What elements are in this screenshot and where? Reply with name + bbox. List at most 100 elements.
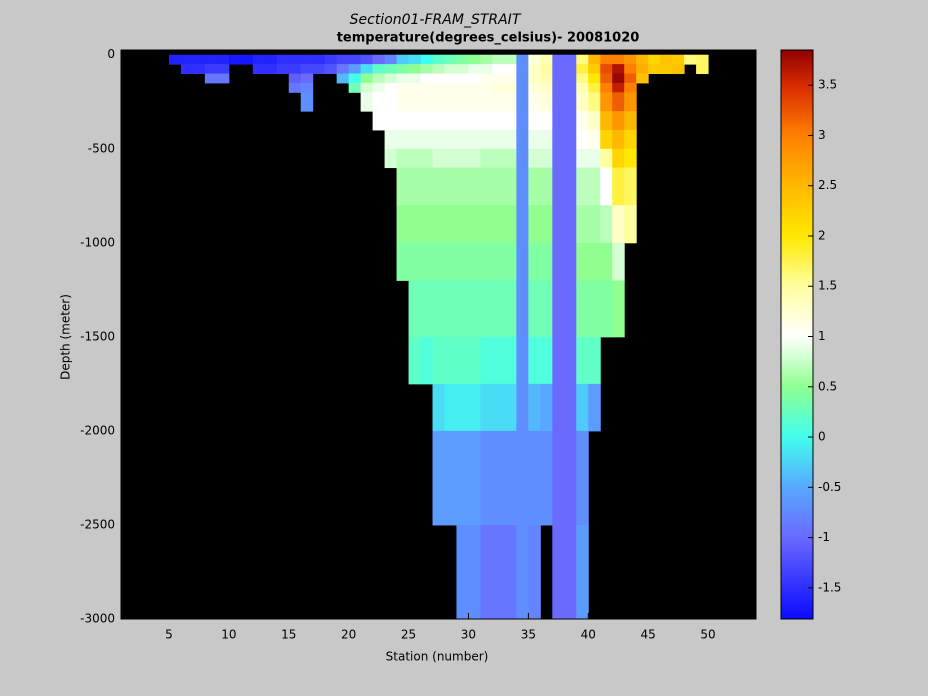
heat-cell xyxy=(528,280,541,338)
heat-cell xyxy=(516,129,529,150)
heat-cell xyxy=(540,73,553,84)
heat-cell xyxy=(444,242,457,281)
heat-cell xyxy=(516,430,529,526)
colorbar-tick-label: -1 xyxy=(818,530,830,544)
heat-cell xyxy=(444,92,457,112)
heat-cell xyxy=(360,64,374,75)
heat-cell xyxy=(540,383,553,432)
heat-cell xyxy=(348,73,362,84)
heat-cell xyxy=(204,64,218,75)
heat-cell xyxy=(432,167,445,206)
heat-cell xyxy=(408,336,422,385)
heat-cell xyxy=(516,73,529,84)
heat-cell xyxy=(612,64,625,75)
heat-cell xyxy=(468,336,481,385)
heat-cell xyxy=(552,73,565,84)
heat-cell xyxy=(528,167,541,206)
heat-cell xyxy=(624,64,637,75)
heat-cell xyxy=(600,54,613,65)
heat-cell xyxy=(588,73,601,84)
heat-cell xyxy=(576,383,589,432)
heat-cell xyxy=(396,64,410,75)
heat-cell xyxy=(432,430,445,526)
heat-cell xyxy=(516,524,529,620)
heat-cell xyxy=(420,129,434,150)
heat-cell xyxy=(420,336,434,385)
heat-cell xyxy=(492,64,505,75)
heat-cell xyxy=(516,242,529,281)
heat-cell xyxy=(540,205,553,244)
x-tick-label: 35 xyxy=(521,628,536,642)
heat-cell xyxy=(624,148,637,169)
heat-cell xyxy=(660,64,673,75)
colorbar-tick-label: 2 xyxy=(818,228,826,242)
heat-cell xyxy=(588,82,601,93)
heat-cell xyxy=(576,167,589,206)
heat-cell xyxy=(504,148,517,169)
heat-cell xyxy=(360,54,374,65)
heat-cell xyxy=(288,64,302,75)
x-tick-label: 20 xyxy=(341,628,356,642)
heat-cell xyxy=(396,167,410,206)
heat-cell xyxy=(564,167,577,206)
heat-cell xyxy=(552,129,565,150)
heat-cell xyxy=(564,64,577,75)
heat-cell xyxy=(480,205,493,244)
heat-cell xyxy=(552,280,565,338)
heat-cell xyxy=(528,92,541,112)
heat-cell xyxy=(588,242,601,281)
heat-cell xyxy=(432,92,445,112)
heat-cell xyxy=(396,82,410,93)
heat-cell xyxy=(588,111,601,131)
heat-cell xyxy=(612,73,625,84)
heat-cell xyxy=(480,64,493,75)
y-tick-label: 0 xyxy=(107,47,115,61)
x-tick-label: 45 xyxy=(641,628,656,642)
heat-cell xyxy=(612,280,625,338)
heat-cell xyxy=(384,92,398,112)
heat-cell xyxy=(396,54,410,65)
heat-cell xyxy=(552,92,565,112)
heat-cell xyxy=(432,280,445,338)
heat-cell xyxy=(408,64,422,75)
heat-cell xyxy=(204,54,218,65)
heat-cell xyxy=(648,64,661,75)
heat-cell xyxy=(468,111,481,131)
heat-cell xyxy=(492,242,505,281)
heat-cell xyxy=(540,242,553,281)
colorbar-tick-label: 0.5 xyxy=(818,379,837,393)
heat-cell xyxy=(552,524,565,620)
heat-cell xyxy=(348,64,362,75)
heat-cell xyxy=(624,73,637,84)
x-tick-label: 30 xyxy=(461,628,476,642)
heat-cell xyxy=(336,64,350,75)
heat-cell xyxy=(588,280,601,338)
heat-cell xyxy=(492,92,505,112)
heat-cell xyxy=(516,111,529,131)
colorbar xyxy=(780,49,814,620)
heat-cell xyxy=(552,336,565,385)
heat-cell xyxy=(444,383,457,432)
heat-cell xyxy=(504,205,517,244)
heat-cell xyxy=(564,111,577,131)
heat-cell xyxy=(468,73,481,84)
heat-cell xyxy=(552,111,565,131)
heat-cell xyxy=(432,82,445,93)
heat-cell xyxy=(228,54,242,65)
heat-cell xyxy=(192,54,206,65)
heat-cell xyxy=(576,129,589,150)
heat-cell xyxy=(336,54,350,65)
heat-cell xyxy=(456,129,469,150)
heat-cell xyxy=(480,280,493,338)
heat-cell xyxy=(456,383,469,432)
heat-cell xyxy=(216,54,230,65)
x-tick-label: 40 xyxy=(581,628,596,642)
heat-cell xyxy=(372,64,386,75)
heat-cell xyxy=(312,54,326,65)
heat-cell xyxy=(420,73,434,84)
heat-cell xyxy=(504,524,517,620)
heat-cell xyxy=(456,73,469,84)
heat-cell xyxy=(408,242,422,281)
heat-cell xyxy=(588,167,601,206)
heat-cell xyxy=(600,148,613,169)
